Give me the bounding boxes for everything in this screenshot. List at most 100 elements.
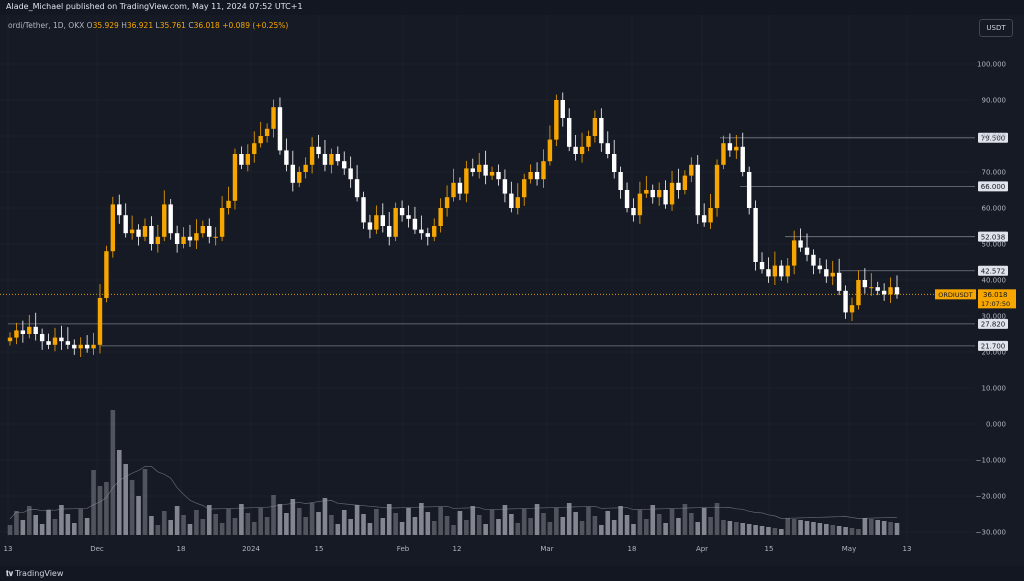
candle-body bbox=[297, 172, 302, 183]
candle-body bbox=[566, 118, 572, 147]
volume-bar bbox=[271, 495, 276, 535]
time-axis[interactable]: 13 Dec 18 2024 15 Feb 12 Mar 18 Apr 15 May 13 bbox=[4, 545, 912, 553]
volume-bar bbox=[264, 517, 270, 535]
candlestick-chart[interactable]: 79.500 66.000 52.038 42.572 27.820 21.700 100… bbox=[0, 15, 1024, 566]
candle-body bbox=[547, 139, 553, 162]
candle-body bbox=[200, 226, 206, 234]
current-price-box bbox=[978, 289, 1016, 309]
high-value: 36.921 bbox=[126, 21, 154, 30]
volume-bar bbox=[734, 522, 739, 535]
volume-bar bbox=[515, 523, 521, 535]
y-tick-label: 10.000 bbox=[982, 385, 1007, 393]
volume-bar bbox=[367, 523, 373, 535]
candle-body bbox=[309, 146, 315, 165]
chart-area[interactable]: 79.500 66.000 52.038 42.572 27.820 21.700 100… bbox=[0, 15, 1024, 566]
brand-name: TradingView bbox=[15, 569, 64, 578]
candle-body bbox=[817, 265, 823, 270]
volume-bar bbox=[489, 510, 495, 535]
candle-body bbox=[316, 146, 321, 154]
volume-bar bbox=[599, 525, 604, 535]
volume-bar bbox=[52, 519, 58, 535]
candle-body bbox=[843, 290, 848, 313]
volume-bars bbox=[7, 410, 900, 535]
candle-body bbox=[117, 204, 122, 216]
candle-body bbox=[20, 330, 26, 334]
candle-body bbox=[573, 146, 578, 154]
current-price-value: 36.018 bbox=[983, 291, 1008, 299]
candle-body bbox=[219, 208, 225, 237]
volume-bar bbox=[843, 527, 848, 535]
volume-bar bbox=[830, 525, 836, 535]
volume-bar bbox=[701, 508, 707, 535]
volume-bar bbox=[483, 524, 488, 535]
candle-body bbox=[618, 172, 623, 190]
candle-body bbox=[207, 226, 212, 237]
volume-bar bbox=[779, 529, 784, 535]
volume-bar bbox=[689, 513, 694, 535]
volume-bar bbox=[33, 515, 39, 535]
candle-body bbox=[136, 229, 141, 237]
volume-bar bbox=[232, 518, 238, 535]
candle-body bbox=[27, 326, 32, 334]
volume-bar bbox=[528, 518, 533, 535]
volume-bar bbox=[669, 509, 675, 535]
volume-bar bbox=[142, 469, 148, 535]
candle-body bbox=[162, 204, 167, 237]
level-label: 52.038 bbox=[981, 233, 1006, 241]
volume-bar bbox=[290, 499, 296, 535]
y-tick-label: 30.000 bbox=[982, 313, 1007, 321]
candle-body bbox=[168, 204, 173, 234]
tradingview-logo[interactable]: 𝐭𝐯 TradingView bbox=[6, 566, 63, 581]
x-tick-label: 13 bbox=[4, 545, 13, 553]
volume-bar bbox=[136, 496, 141, 535]
volume-bar bbox=[129, 480, 135, 535]
candle-body bbox=[213, 236, 218, 238]
volume-bar bbox=[419, 503, 424, 535]
candle-body bbox=[419, 229, 424, 234]
candle-body bbox=[284, 150, 289, 165]
candle-body bbox=[746, 172, 752, 208]
x-tick-label: 18 bbox=[628, 545, 637, 553]
candle-body bbox=[804, 247, 810, 255]
volume-bar bbox=[399, 522, 405, 535]
volume-bar bbox=[277, 504, 283, 535]
volume-bar bbox=[753, 525, 758, 535]
volume-bar bbox=[258, 508, 263, 535]
volume-bar bbox=[785, 518, 791, 535]
level-price-tag bbox=[978, 132, 1008, 143]
x-tick-label: 15 bbox=[315, 545, 324, 553]
candle-body bbox=[322, 154, 328, 165]
volume-bar bbox=[811, 522, 816, 535]
symbol-legend[interactable]: ordi/Tether, 1D, OKX O35.929 H36.921 L35… bbox=[8, 21, 288, 30]
volume-bar bbox=[798, 520, 803, 535]
candle-body bbox=[663, 190, 668, 205]
volume-bar bbox=[566, 503, 572, 535]
candle-body bbox=[380, 215, 385, 226]
candle-body bbox=[444, 197, 450, 208]
volume-bar bbox=[329, 515, 334, 535]
volume-bar bbox=[303, 517, 308, 535]
volume-bar bbox=[251, 522, 257, 535]
candle-body bbox=[611, 154, 617, 172]
level-label: 27.820 bbox=[981, 320, 1006, 328]
candle-body bbox=[727, 143, 733, 151]
candle-body bbox=[7, 337, 13, 342]
x-tick-label: May bbox=[842, 545, 856, 553]
volume-bar bbox=[534, 504, 540, 535]
low-label: L bbox=[155, 21, 160, 30]
volume-bar bbox=[406, 508, 411, 535]
currency-button[interactable]: USDT bbox=[979, 19, 1013, 37]
volume-bar bbox=[464, 520, 469, 535]
candle-body bbox=[785, 265, 790, 277]
candle-body bbox=[824, 269, 829, 277]
candle-body bbox=[862, 280, 868, 288]
volume-bar bbox=[862, 518, 868, 535]
candle-body bbox=[644, 190, 649, 194]
grid-lines bbox=[0, 15, 975, 542]
volume-bar bbox=[631, 524, 636, 535]
candle-body bbox=[708, 208, 713, 223]
candle-body bbox=[303, 164, 308, 172]
volume-bar bbox=[206, 505, 212, 535]
price-axis[interactable]: 100.000 90.000 80.000 70.000 60.000 50.000 40.… bbox=[976, 61, 1006, 537]
